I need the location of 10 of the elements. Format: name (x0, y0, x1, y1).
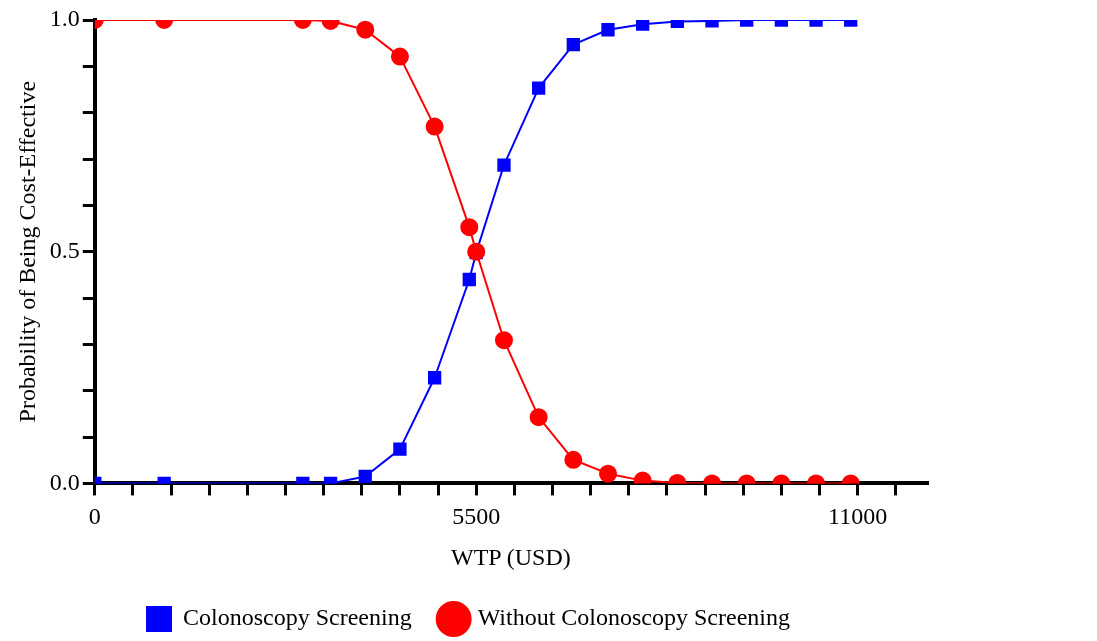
legend-label: Without Colonoscopy Screening (477, 604, 790, 631)
x-axis-title: WTP (USD) (451, 543, 571, 570)
x-tick-label: 5500 (452, 503, 501, 530)
y-tick-label: 0.5 (49, 237, 80, 263)
y-tick-label: 0.0 (49, 468, 80, 495)
x-tick-label: 11000 (828, 503, 888, 530)
legend-label: Colonoscopy Screening (183, 604, 412, 631)
x-tick-label: 0 (88, 503, 101, 530)
y-axis-title: Probability of Being Cost-Effective (13, 80, 40, 423)
y-tick-label: 1.0 (49, 5, 80, 32)
